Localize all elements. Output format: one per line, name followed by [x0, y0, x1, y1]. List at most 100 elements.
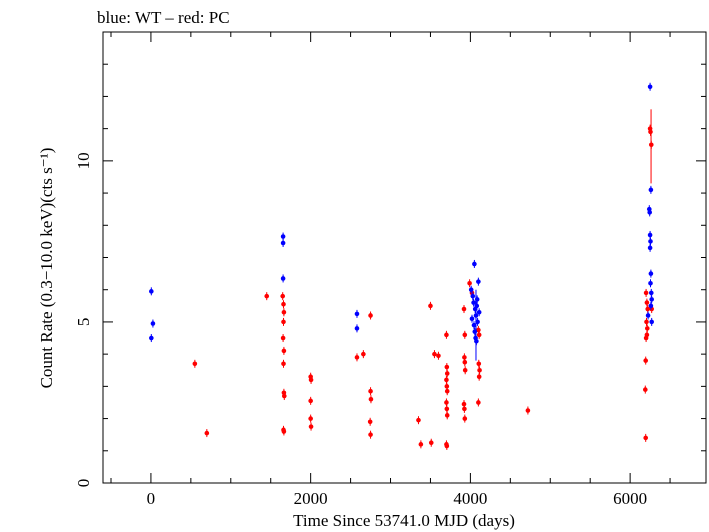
y-tick-label: 10 [74, 152, 93, 169]
data-point-wt [469, 316, 475, 322]
data-point-pc [477, 367, 482, 373]
data-point-pc [281, 309, 287, 315]
data-point-wt [647, 245, 653, 251]
data-point-pc [444, 371, 450, 376]
data-point-pc [428, 303, 433, 309]
data-point-wt [648, 280, 653, 286]
data-point-pc [644, 300, 650, 305]
data-point-wt [280, 276, 286, 281]
data-point-pc [264, 293, 270, 299]
data-point-pc [281, 429, 287, 434]
data-point-pc [643, 290, 649, 296]
data-point-pc [444, 384, 450, 389]
data-point-wt [645, 313, 651, 318]
data-point-pc [368, 432, 373, 437]
data-point-pc [476, 332, 482, 338]
data-point-pc [643, 335, 649, 341]
data-point-wt [472, 261, 477, 267]
data-point-wt [474, 303, 480, 309]
data-point-wt [647, 210, 652, 215]
y-tick-label: 0 [74, 479, 93, 488]
y-tick-label: 5 [74, 318, 93, 327]
data-point-wt [647, 84, 653, 90]
data-point-pc [467, 280, 472, 286]
data-point-wt [471, 322, 477, 328]
data-point-pc [281, 348, 287, 354]
data-point-pc [643, 358, 648, 363]
data-point-wt [149, 335, 154, 341]
data-point-wt [649, 319, 654, 325]
data-point-pc [280, 293, 286, 299]
data-point-pc [368, 313, 373, 318]
data-point-pc [462, 332, 468, 338]
data-point-pc [461, 306, 467, 312]
data-point-wt [648, 187, 654, 193]
x-tick-label: 6000 [613, 489, 647, 508]
data-point-wt [476, 309, 482, 315]
chart-title: blue: WT – red: PC [97, 8, 230, 27]
data-point-pc [462, 416, 468, 421]
data-point-pc [361, 351, 366, 357]
data-point-pc [281, 301, 286, 307]
data-point-wt [149, 289, 154, 294]
x-axis-label: Time Since 53741.0 MJD (days) [293, 511, 515, 530]
x-tick-label: 0 [147, 489, 156, 508]
data-point-pc [645, 306, 650, 312]
data-point-pc [308, 377, 314, 383]
data-point-pc [462, 355, 467, 360]
data-point-wt [280, 234, 286, 239]
data-point-pc [444, 400, 449, 405]
data-point-pc [308, 416, 313, 421]
data-point-pc [444, 443, 450, 449]
x-tick-label: 2000 [294, 489, 328, 508]
data-point-pc [367, 419, 373, 425]
plot-frame [102, 31, 707, 484]
y-axis-label: Count Rate (0.3−10.0 keV)(cts s⁻¹) [37, 148, 56, 389]
data-point-pc [476, 374, 482, 379]
data-point-pc [644, 326, 650, 331]
data-point-pc [462, 367, 468, 373]
data-point-pc [644, 319, 649, 325]
data-point-wt [649, 297, 654, 302]
data-point-wt [468, 287, 474, 293]
axis-ticks: 0 2000 4000 6000 0 5 10 [74, 31, 706, 508]
data-point-pc [461, 401, 467, 407]
data-point-wt [647, 232, 653, 238]
data-point-pc [525, 408, 531, 413]
data-point-wt [648, 303, 654, 309]
data-point-pc [462, 359, 468, 365]
data-point-wt [470, 293, 476, 299]
data-point-pc [643, 435, 648, 441]
data-point-wt [471, 300, 476, 305]
data-point-pc [354, 355, 360, 360]
data-point-pc [280, 335, 286, 341]
data-point-pc [281, 361, 286, 367]
data-point-pc [444, 406, 450, 412]
data-point-pc [368, 388, 373, 394]
data-point-pc [444, 388, 450, 394]
data-point-pc [436, 353, 441, 359]
data-point-pc [368, 396, 374, 402]
data-point-wt [354, 311, 360, 317]
data-point-wt [150, 321, 156, 326]
data-point-wt [648, 271, 654, 276]
data-point-wt [476, 279, 481, 284]
data-point-pc [462, 406, 467, 412]
data-point-pc [444, 364, 450, 370]
data-point-pc [416, 417, 421, 423]
x-tick-label: 4000 [453, 489, 487, 508]
data-point-wt [354, 326, 360, 331]
data-point-pc [308, 398, 313, 404]
data-point-pc [192, 361, 198, 367]
data-point-pc [204, 430, 210, 436]
data-points [149, 82, 654, 450]
data-point-pc [444, 377, 449, 383]
data-point-pc [281, 393, 287, 399]
data-point-pc [418, 442, 424, 447]
data-point-pc [476, 400, 481, 405]
data-point-pc [444, 413, 450, 418]
data-point-pc [648, 129, 653, 135]
data-point-wt [280, 240, 286, 246]
data-point-pc [432, 351, 437, 357]
